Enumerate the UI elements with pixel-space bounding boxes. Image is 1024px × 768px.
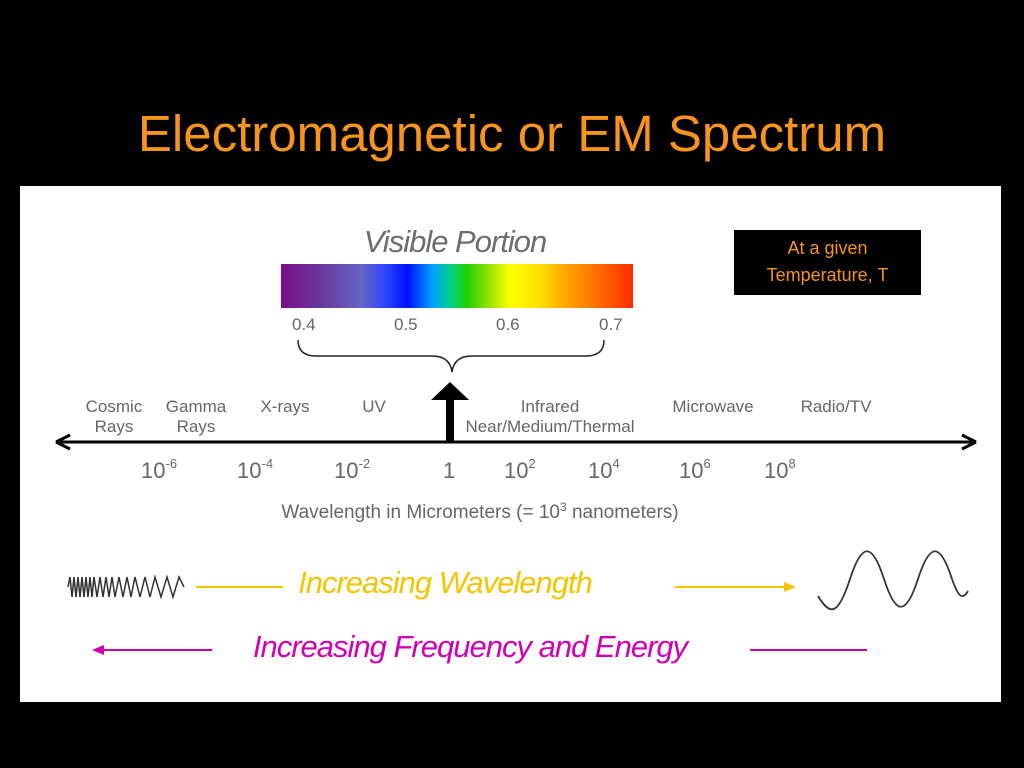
visible-brace — [297, 339, 605, 373]
wavelength-arrowhead — [784, 582, 796, 592]
scale-label: 108 — [764, 456, 796, 483]
region-gamma-rays: Gamma Rays — [156, 397, 236, 437]
scale-label: 102 — [504, 456, 536, 483]
region-label: Rays — [176, 417, 216, 436]
region-label: Gamma — [165, 397, 227, 416]
scale-label: 106 — [679, 456, 711, 483]
visible-color-spectrum — [281, 264, 633, 308]
axis-right-arrowhead — [961, 433, 977, 451]
visible-tick-label: 0.7 — [599, 315, 623, 334]
frequency-arrowhead — [92, 645, 104, 655]
note-line-1: At a given — [787, 238, 868, 258]
long-wave-icon — [817, 550, 969, 611]
increasing-frequency-label: Increasing Frequency and Energy — [252, 629, 688, 664]
region-label: Infrared — [520, 397, 580, 416]
region-x-rays: X-rays — [260, 397, 310, 416]
region-label: Near/Medium/Thermal — [465, 417, 635, 436]
page-title: Electromagnetic or EM Spectrum — [137, 105, 887, 162]
scale-label: 10-4 — [237, 456, 274, 483]
region-infrared: Infrared Near/Medium/Thermal — [460, 397, 640, 437]
region-label: Rays — [94, 417, 134, 436]
axis-label: Wavelength in Micrometers (= 103 nanomet… — [281, 500, 679, 523]
region-uv: UV — [362, 397, 386, 416]
visible-portion-title: Visible Portion — [363, 224, 548, 259]
region-radio-tv: Radio/TV — [800, 397, 872, 416]
diagram-graphics — [55, 339, 977, 655]
visible-tick-label: 0.6 — [496, 315, 520, 334]
axis-left-arrowhead — [55, 433, 71, 451]
visible-tick-label: 0.4 — [292, 315, 316, 334]
visible-tick-label: 0.5 — [394, 315, 418, 334]
region-microwave: Microwave — [672, 397, 754, 416]
short-wave-icon — [67, 574, 185, 600]
region-cosmic-rays: Cosmic Rays — [76, 397, 152, 437]
scale-label: 104 — [588, 456, 620, 483]
increasing-wavelength-label: Increasing Wavelength — [298, 565, 593, 600]
note-line-2: Temperature, T — [766, 265, 889, 285]
scale-label: 1 — [443, 458, 456, 483]
temperature-note: At a given Temperature, T — [734, 230, 921, 295]
scale-label: 10-2 — [334, 456, 371, 483]
spectrum-diagram: Visible Portion 0.4 0.5 0.6 0.7 At a giv… — [20, 186, 1001, 702]
visible-pointer-shaft — [446, 398, 454, 442]
region-label: Cosmic — [85, 397, 143, 416]
scale-label: 10-6 — [141, 456, 178, 483]
visible-pointer-head — [431, 382, 469, 400]
